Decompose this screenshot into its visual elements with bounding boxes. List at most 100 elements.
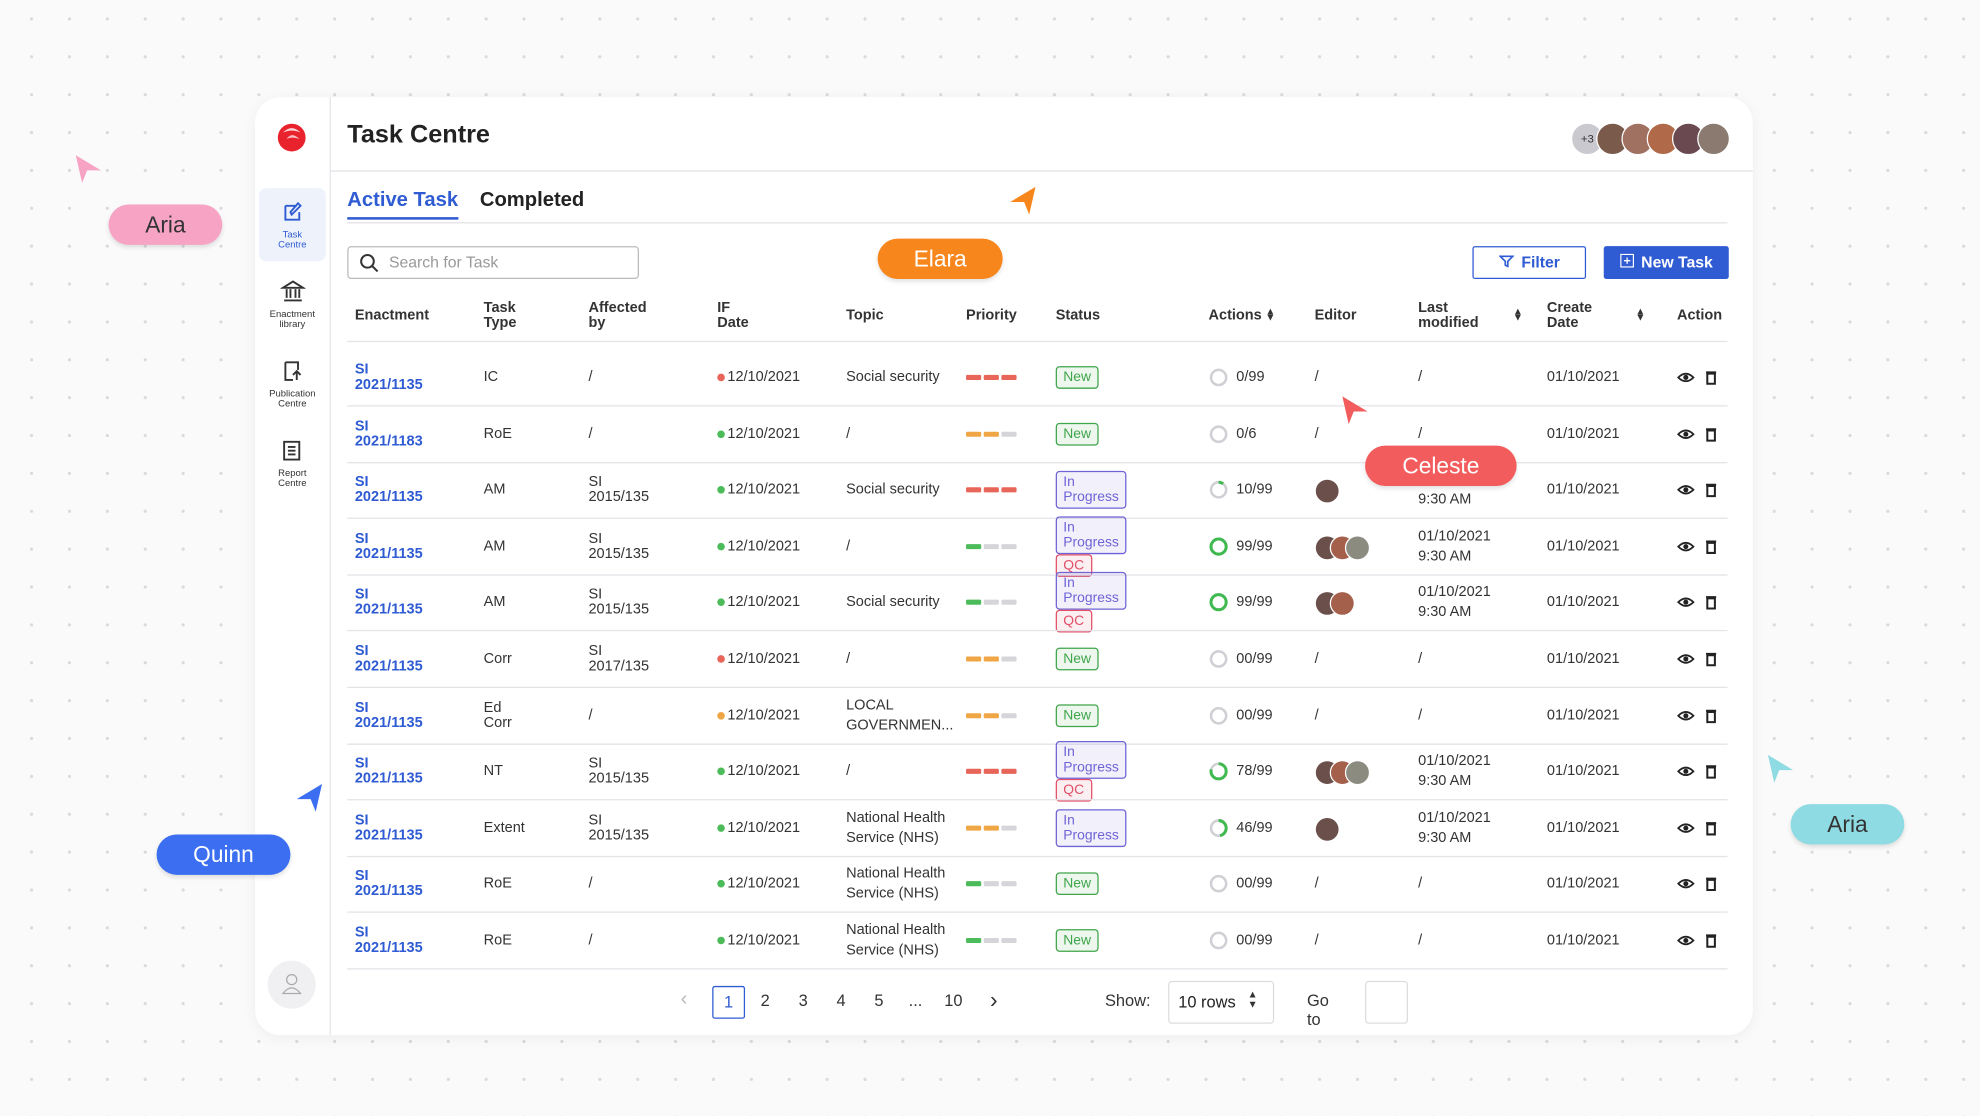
tab[interactable]: Completed <box>479 189 585 211</box>
user-avatar[interactable] <box>267 960 316 1009</box>
last-modified: / <box>1418 426 1423 442</box>
enactment-link[interactable]: SI 2021/1135 <box>354 531 423 562</box>
topic: National Health Service (NHS) <box>846 810 946 846</box>
row-actions[interactable] <box>1677 706 1728 724</box>
row-actions[interactable] <box>1677 763 1728 781</box>
priority-bar <box>1001 656 1017 662</box>
progress-ring <box>1208 818 1228 838</box>
search-box[interactable]: Search for Task <box>347 246 639 279</box>
progress-ring <box>1208 761 1228 781</box>
column-header: Enactment <box>354 308 430 324</box>
if-dot <box>717 598 725 607</box>
page-number[interactable]: 4 <box>836 990 846 1010</box>
page-number[interactable]: 2 <box>760 990 770 1010</box>
create-date: 01/10/2021 <box>1546 763 1620 780</box>
status: New <box>1055 647 1104 671</box>
affected-by: SI 2015/135 <box>588 812 650 844</box>
progress-ring <box>1208 367 1228 387</box>
create-date: 01/10/2021 <box>1546 651 1620 667</box>
nav-item[interactable]: Publication Centre <box>259 347 326 420</box>
nav-item[interactable]: Enactment library <box>259 268 326 341</box>
rows-select[interactable]: 10 rows ▲ ▼ <box>1168 980 1275 1024</box>
row-divider <box>347 686 1728 689</box>
row-actions[interactable] <box>1677 425 1728 443</box>
filter-label: Filter <box>1521 253 1560 272</box>
task-type: Corr <box>483 651 512 667</box>
row-actions[interactable] <box>1677 875 1728 893</box>
page-number[interactable]: 3 <box>798 990 808 1010</box>
column-header: Affected by <box>588 300 647 331</box>
editor-avatar <box>1314 478 1340 504</box>
page-number[interactable]: 10 <box>944 990 963 1010</box>
topic: LOCAL GOVERNMEN... <box>846 697 954 733</box>
affected-by: SI 2017/135 <box>588 643 650 675</box>
prev-arrow[interactable]: ‹ <box>680 988 688 1010</box>
if-date: 12/10/2021 <box>727 426 801 442</box>
priority-bar <box>966 656 982 662</box>
row-actions[interactable] <box>1677 369 1728 387</box>
row-actions[interactable] <box>1677 819 1728 837</box>
editor: / <box>1314 707 1319 723</box>
if-dot <box>717 486 725 494</box>
row-actions[interactable] <box>1677 594 1728 612</box>
avatar <box>1697 122 1731 156</box>
next-arrow[interactable]: › <box>990 987 998 1013</box>
page-number[interactable]: ... <box>908 990 923 1010</box>
last-modified: 01/10/2021 9:30 AM <box>1418 810 1491 846</box>
search-placeholder: Search for Task <box>388 253 499 272</box>
new-task-button[interactable]: New Task <box>1603 246 1729 279</box>
status: In ProgressQC <box>1055 572 1132 633</box>
column-header: Actions <box>1208 308 1262 324</box>
enactment-link[interactable]: SI 2021/1135 <box>354 869 423 900</box>
filter-button[interactable]: Filter <box>1472 246 1587 279</box>
tab[interactable]: Active Task <box>347 189 459 220</box>
enactment-link[interactable]: SI 2021/1135 <box>354 587 423 618</box>
priority-bar <box>1001 769 1017 775</box>
status: In Progress <box>1055 808 1132 847</box>
status-badge: In Progress <box>1055 741 1127 780</box>
nav-label: Publication Centre <box>269 387 316 410</box>
enactment-link[interactable]: SI 2021/1135 <box>354 362 423 393</box>
progress-ring <box>1208 424 1228 444</box>
row-divider <box>347 517 1728 520</box>
enactment-link[interactable]: SI 2021/1135 <box>354 812 423 844</box>
page-number[interactable]: 5 <box>874 990 884 1010</box>
progress-ring <box>1208 593 1228 613</box>
editor: / <box>1314 651 1319 667</box>
goto-input[interactable] <box>1365 980 1409 1024</box>
enactment-link[interactable]: SI 2021/1135 <box>354 643 423 675</box>
nav-item[interactable]: Report Centre <box>259 427 326 500</box>
actions-count: 99/99 <box>1236 538 1273 554</box>
status-badge: New <box>1055 647 1099 671</box>
row-actions[interactable] <box>1677 650 1728 668</box>
sidebar: Task Centre Enactment library Publication … <box>255 97 331 1036</box>
actions-count: 99/99 <box>1236 595 1273 611</box>
row-actions[interactable] <box>1677 481 1728 499</box>
last-modified: 01/10/2021 9:30 AM <box>1418 584 1491 621</box>
priority-bar <box>1001 374 1017 380</box>
actions-count: 78/99 <box>1236 763 1273 780</box>
cursor <box>1005 184 1038 217</box>
create-date: 01/10/2021 <box>1546 707 1620 723</box>
column-header: Priority <box>966 308 1017 324</box>
page-number[interactable]: 1 <box>712 985 746 1019</box>
enactment-link[interactable]: SI 2021/1135 <box>354 925 423 956</box>
status-badge: In Progress <box>1055 516 1127 554</box>
enactment-link[interactable]: SI 2021/1135 <box>354 756 423 787</box>
enactment-link[interactable]: SI 2021/1183 <box>354 418 423 449</box>
enactment-link[interactable]: SI 2021/1135 <box>354 700 423 731</box>
row-actions[interactable] <box>1677 538 1728 556</box>
new-task-label: New Task <box>1641 253 1713 272</box>
row-divider <box>347 461 1728 463</box>
enactment-link[interactable]: SI 2021/1135 <box>354 474 423 506</box>
editor-avatar <box>1329 591 1355 617</box>
priority-bar <box>983 937 999 944</box>
row-actions[interactable] <box>1677 932 1728 950</box>
priority-bar <box>983 881 999 887</box>
nav-item[interactable]: Task Centre <box>258 188 326 262</box>
priority-bar <box>1001 712 1017 718</box>
rows-option: 10 rows <box>1178 992 1236 1012</box>
status: New <box>1055 366 1104 389</box>
